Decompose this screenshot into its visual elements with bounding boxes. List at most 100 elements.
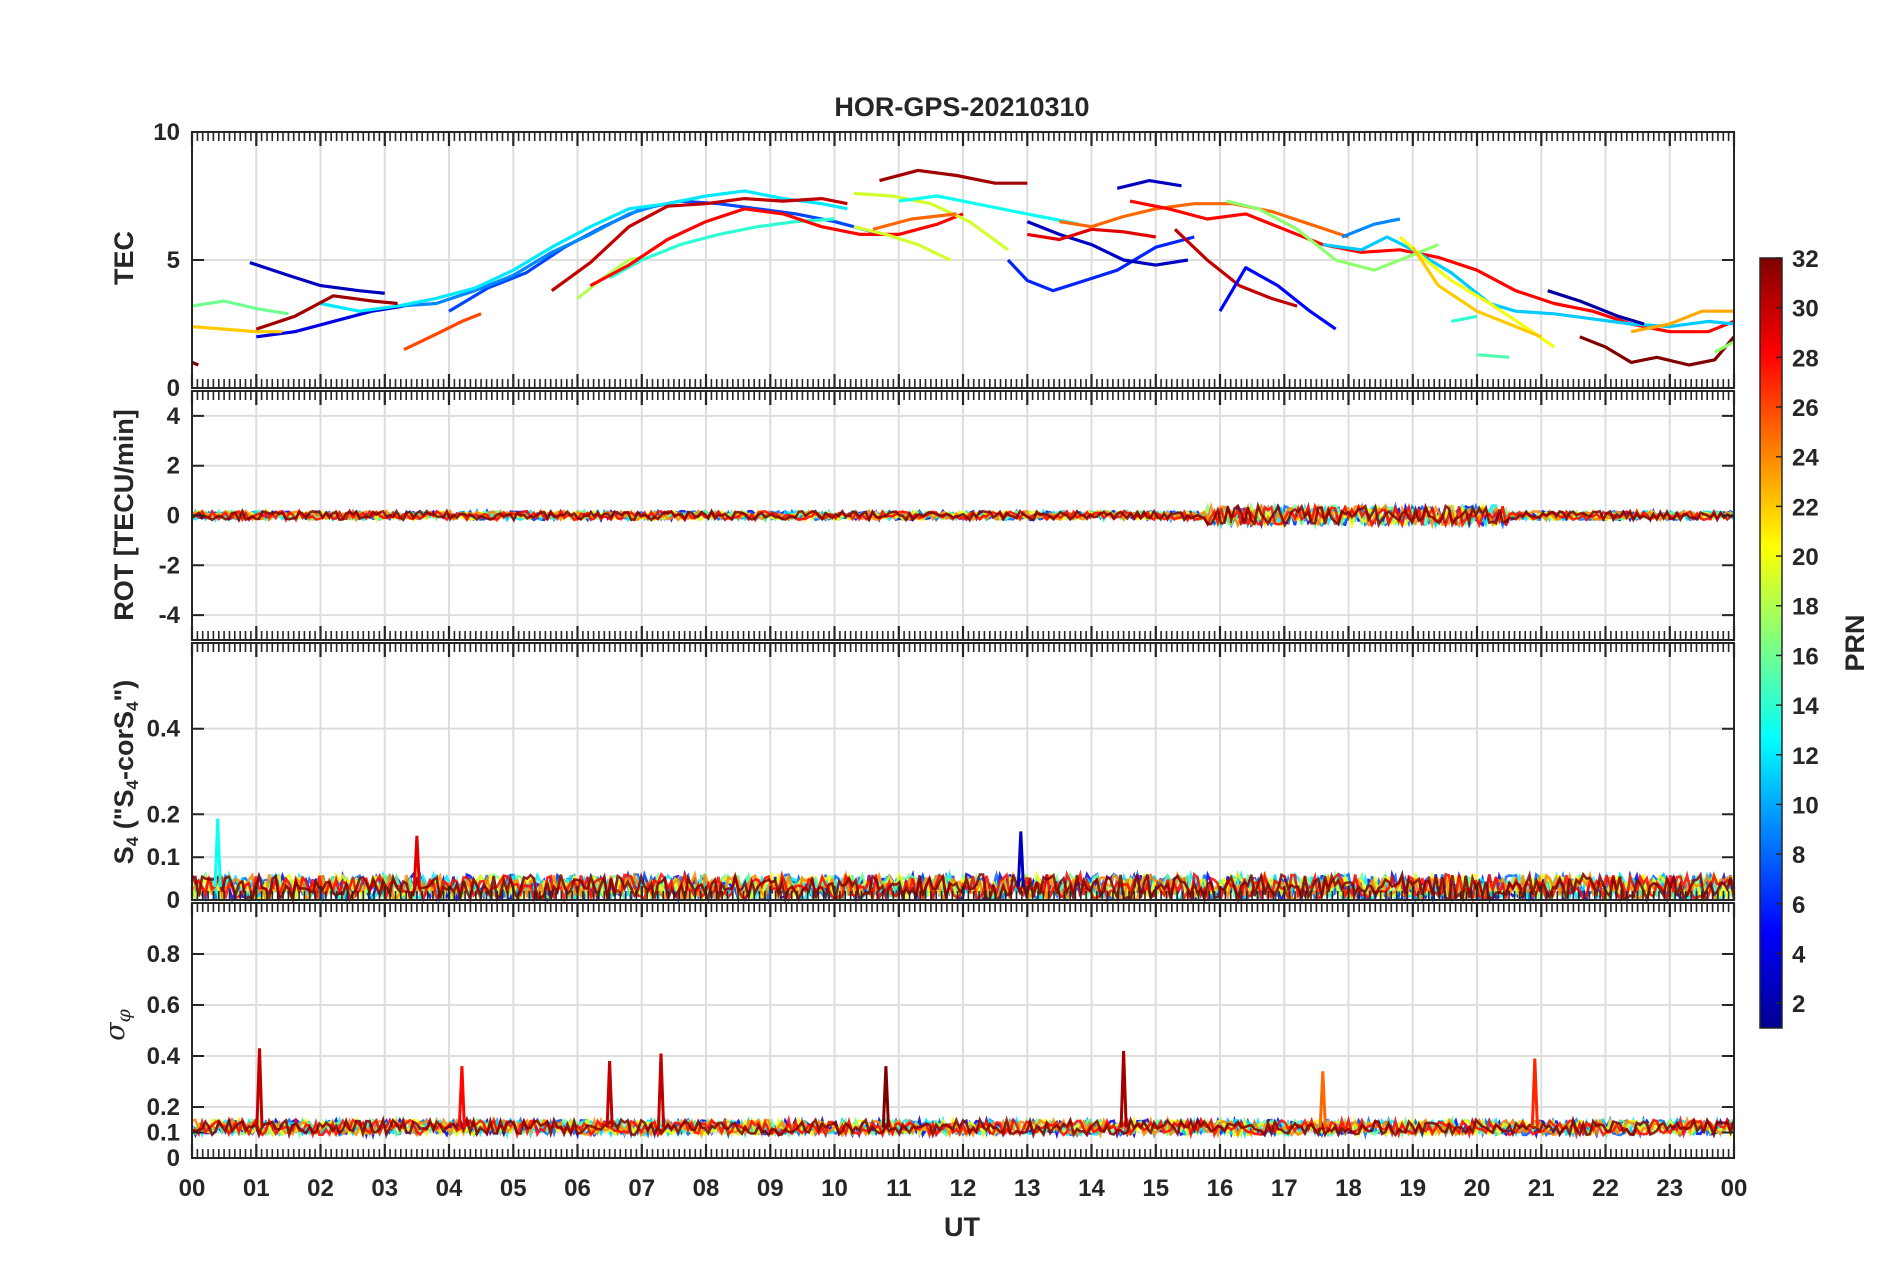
y-tick-label: -4 bbox=[159, 602, 181, 629]
x-tick-label: 00 bbox=[1721, 1175, 1748, 1202]
x-tick-label: 20 bbox=[1464, 1175, 1491, 1202]
tec-series-line bbox=[1116, 179, 1182, 190]
colorbar-tick-label: 10 bbox=[1792, 792, 1819, 819]
x-tick-label: 16 bbox=[1207, 1175, 1234, 1202]
spike-mark bbox=[1016, 831, 1025, 888]
subscript: 4 bbox=[123, 779, 142, 789]
tec-series-line bbox=[191, 325, 282, 334]
spike-mark bbox=[881, 1066, 890, 1128]
y-tick-label: 0.2 bbox=[147, 1094, 180, 1121]
label-part: S bbox=[109, 846, 139, 864]
x-tick-label: 03 bbox=[371, 1175, 398, 1202]
label-part: σ bbox=[100, 1021, 131, 1041]
colorbar-tick-label: 20 bbox=[1792, 544, 1819, 571]
y-tick-label: 0.1 bbox=[147, 844, 180, 871]
tec-series-line bbox=[608, 217, 835, 280]
tec-series-line bbox=[1006, 235, 1195, 293]
tec-series-line bbox=[872, 212, 957, 231]
y-tick-label: 0 bbox=[167, 375, 180, 402]
tec-series-line bbox=[1341, 217, 1401, 239]
tec-series-line bbox=[1411, 246, 1542, 339]
x-tick-label: 12 bbox=[950, 1175, 977, 1202]
y-tick-label: 5 bbox=[167, 247, 180, 274]
spike-mark bbox=[457, 1066, 466, 1128]
label-part: -corS bbox=[109, 711, 139, 780]
tec-series-line bbox=[1173, 228, 1298, 308]
tec-series-line bbox=[191, 299, 289, 316]
spike-mark bbox=[1530, 1058, 1539, 1128]
colorbar-scale bbox=[1759, 257, 1783, 1029]
panel-rot: -4 -2 0 2 4 bbox=[159, 390, 1736, 641]
y-tick-label: 0 bbox=[167, 887, 180, 914]
y-tick-label: 10 bbox=[153, 119, 180, 146]
tec-series-line bbox=[397, 204, 656, 308]
x-tick-label: 21 bbox=[1528, 1175, 1555, 1202]
ylabel-tec: TEC bbox=[109, 231, 139, 285]
x-tick-label: 14 bbox=[1078, 1175, 1105, 1202]
noise-series-line bbox=[191, 1115, 1736, 1140]
ylabel-s4: S4 ("S4-corS4") bbox=[109, 680, 142, 865]
colorbar-tick-label: 2 bbox=[1792, 991, 1805, 1018]
tec-series-line bbox=[589, 207, 964, 288]
tec-series-line bbox=[1579, 335, 1736, 367]
colorbar-tick-label: 24 bbox=[1792, 445, 1819, 472]
panel-sigma-phi: 00.10.2 0.4 0.6 0.8 bbox=[147, 902, 1736, 1172]
x-tick-labels: 00 01 02 03 04 05 06 07 08 09 10 11 12 13 14 15 16 17 18 19… bbox=[179, 1175, 1748, 1202]
tec-series-line bbox=[1027, 227, 1157, 242]
colorbar-label: PRN bbox=[1840, 614, 1870, 671]
colorbar-tick-label: 4 bbox=[1792, 941, 1806, 968]
subscript: 4 bbox=[123, 836, 142, 846]
x-tick-label: 10 bbox=[821, 1175, 848, 1202]
tec-series-line bbox=[1218, 266, 1337, 331]
y-tick-label: 0.4 bbox=[147, 716, 181, 743]
spike-mark bbox=[412, 835, 421, 888]
colorbar-tick-label: 18 bbox=[1792, 594, 1819, 621]
x-tick-label: 08 bbox=[693, 1175, 720, 1202]
x-tick-label: 05 bbox=[500, 1175, 527, 1202]
tec-series-line bbox=[255, 294, 398, 331]
tec-series-line bbox=[403, 312, 482, 352]
x-tick-label: 09 bbox=[757, 1175, 784, 1202]
x-tick-label: 02 bbox=[307, 1175, 334, 1202]
y-tick-label: 2 bbox=[167, 453, 180, 480]
colorbar-tick-label: 12 bbox=[1792, 743, 1819, 770]
noise-series-line bbox=[191, 1115, 1735, 1139]
label-part: ") bbox=[109, 680, 139, 702]
panel-tec: 0 5 10 bbox=[153, 119, 1736, 402]
colorbar-tick-label: 6 bbox=[1792, 892, 1805, 919]
y-ticks bbox=[192, 953, 1734, 1159]
major-ticks bbox=[190, 903, 1736, 1158]
spike-mark bbox=[657, 1053, 666, 1128]
spike-mark bbox=[213, 818, 222, 888]
y-tick-label: 0.6 bbox=[147, 992, 180, 1019]
y-tick-label: 0.8 bbox=[147, 941, 180, 968]
major-ticks bbox=[190, 391, 1736, 640]
colorbar-tick-label: 8 bbox=[1792, 842, 1805, 869]
tec-series-line bbox=[1226, 199, 1439, 272]
y-tick-label: 0.1 bbox=[147, 1120, 180, 1147]
tec-series-line bbox=[1713, 340, 1735, 354]
x-tick-label: 18 bbox=[1335, 1175, 1362, 1202]
subscript: 4 bbox=[123, 701, 142, 711]
tec-series-line bbox=[898, 194, 1080, 226]
panel-s4: 0 0.1 0.2 0.4 bbox=[147, 642, 1736, 914]
subscript: φ bbox=[113, 1008, 135, 1022]
x-tick-label: 22 bbox=[1592, 1175, 1619, 1202]
x-tick-label: 00 bbox=[179, 1175, 206, 1202]
y-ticks bbox=[192, 131, 1734, 389]
colorbar-tick-label: 30 bbox=[1792, 296, 1819, 323]
noise-series-line bbox=[191, 501, 1735, 529]
ylabel-rot: ROT [TECU/min] bbox=[109, 409, 139, 620]
y-tick-label: 4 bbox=[167, 403, 181, 430]
x-axis-label: UT bbox=[944, 1212, 980, 1242]
tec-series-line bbox=[320, 189, 848, 313]
tec-series-line bbox=[1476, 353, 1510, 359]
spike-mark bbox=[605, 1061, 614, 1128]
tec-series-line bbox=[1630, 309, 1734, 334]
tec-series-line bbox=[1450, 314, 1478, 323]
x-tick-label: 13 bbox=[1014, 1175, 1041, 1202]
colorbar-tick-label: 28 bbox=[1792, 345, 1819, 372]
colorbar-tick-label: 14 bbox=[1792, 693, 1819, 720]
